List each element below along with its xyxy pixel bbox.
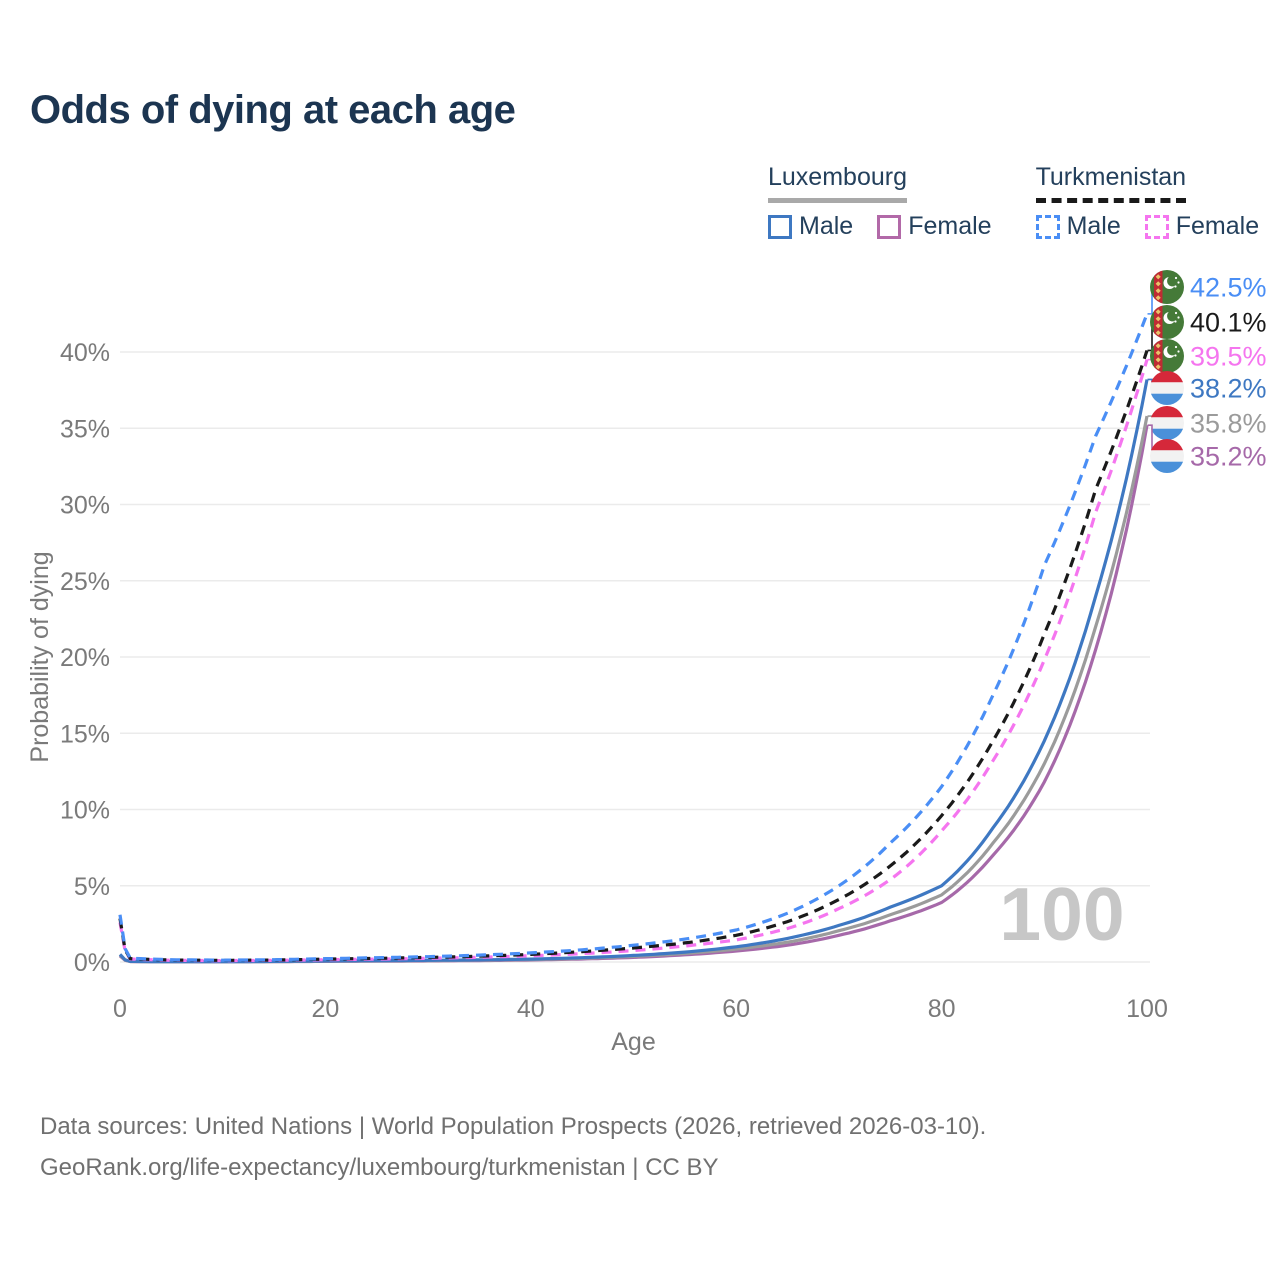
x-tick-label: 100 (1126, 995, 1168, 1023)
legend-country-luxembourg: Luxembourg (768, 163, 907, 203)
y-axis-tick-labels: 0% 5% 10% 15% 20% 25% 30% 35% 40% (60, 339, 110, 977)
legend-group-turkmenistan: Turkmenistan Male Female (1035, 163, 1260, 241)
y-tick-label: 0% (74, 949, 110, 977)
turkmenistan-female-swatch-icon (1144, 214, 1169, 239)
y-tick-label: 15% (60, 720, 110, 748)
legend-items-turkmenistan: Male Female (1035, 212, 1260, 241)
luxembourg-male-swatch-icon (768, 214, 792, 239)
y-tick-label: 30% (60, 492, 110, 520)
series-line-tm_both[interactable] (118, 349, 1149, 962)
series-line-lu_female[interactable] (118, 424, 1149, 964)
legend-country-turkmenistan: Turkmenistan (1035, 163, 1187, 203)
gridlines (120, 351, 1150, 963)
legend-item-luxembourg-female[interactable]: Female (877, 212, 992, 241)
y-tick-label: 40% (60, 339, 110, 367)
series-lines (118, 313, 1149, 964)
legend-item-luxembourg-male[interactable]: Male (768, 212, 853, 241)
legend-group-luxembourg: Luxembourg Male Female (768, 163, 992, 241)
luxembourg-female-swatch-icon (877, 214, 902, 239)
series-line-tm_male[interactable] (118, 313, 1149, 962)
x-axis-tick-labels: 0 20 40 60 80 100 (113, 995, 1168, 1023)
legend-item-turkmenistan-female[interactable]: Female (1144, 212, 1260, 241)
legend-item-label: Male (1066, 212, 1121, 240)
y-tick-label: 5% (74, 873, 110, 901)
end-label-tm_both: 40.1% (1190, 308, 1267, 338)
turkmenistan-male-swatch-icon (1035, 214, 1060, 239)
y-tick-label: 35% (60, 415, 110, 443)
turkmenistan-flag-icon (1150, 305, 1184, 339)
y-axis-title: Probability of dying (26, 551, 54, 762)
luxembourg-flag-icon (1150, 439, 1184, 473)
y-tick-label: 25% (60, 568, 110, 596)
end-label-lu_both: 35.8% (1190, 409, 1267, 439)
x-axis-title: Age (611, 1028, 655, 1056)
legend-items-luxembourg: Male Female (768, 212, 992, 241)
page-title: Odds of dying at each age (30, 88, 516, 132)
footer: Data sources: United Nations | World Pop… (40, 1106, 986, 1188)
x-tick-label: 40 (517, 995, 545, 1023)
legend-item-turkmenistan-male[interactable]: Male (1035, 212, 1121, 241)
footer-attribution-link[interactable]: GeoRank.org/life-expectancy/luxembourg/t… (40, 1154, 719, 1181)
luxembourg-flag-icon (1150, 406, 1184, 440)
turkmenistan-flag-icon (1150, 339, 1184, 373)
mortality-line-chart: 0% 5% 10% 15% 20% 25% 30% 35% 40% 0 20 40 60 80 100 Age… (26, 270, 1267, 1056)
end-label-lu_female: 35.2% (1190, 442, 1267, 472)
end-label-lu_male: 38.2% (1190, 374, 1267, 404)
y-tick-label: 20% (60, 644, 110, 672)
end-labels: 42.5% 40.1% 39.5%38.2% 35.8%35.2% (1147, 270, 1267, 473)
x-tick-label: 0 (113, 995, 127, 1023)
series-line-lu_male[interactable] (118, 379, 1149, 964)
age-watermark: 100 (999, 872, 1124, 956)
legend-item-label: Female (1175, 212, 1260, 240)
x-tick-label: 60 (722, 995, 750, 1023)
x-tick-label: 80 (928, 995, 956, 1023)
end-label-tm_male: 42.5% (1190, 273, 1267, 303)
x-tick-label: 20 (311, 995, 339, 1023)
y-tick-label: 10% (60, 797, 110, 825)
legend-item-label: Female (908, 212, 992, 240)
legend: Luxembourg Male Female Turkmenistan Male (768, 163, 1259, 241)
series-line-lu_both[interactable] (118, 415, 1149, 964)
end-label-tm_female: 39.5% (1190, 342, 1267, 372)
turkmenistan-flag-icon (1150, 270, 1184, 304)
luxembourg-flag-icon (1150, 371, 1184, 405)
series-line-tm_female[interactable] (118, 359, 1149, 963)
footer-data-sources: Data sources: United Nations | World Pop… (40, 1113, 987, 1140)
legend-item-label: Male (799, 212, 854, 240)
